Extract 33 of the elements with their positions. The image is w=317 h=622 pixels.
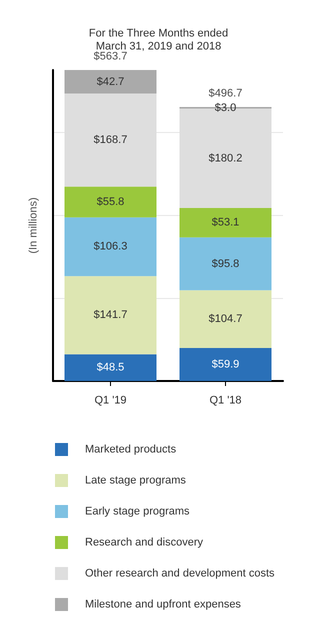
data-label: $95.8 [212,258,240,270]
legend-label: Other research and development costs [85,568,276,580]
data-label: $48.5 [96,362,124,374]
data-label: $104.7 [208,313,242,326]
legend-label: Research and discovery [85,536,204,548]
legend-label: Milestone and upfront expenses [85,598,242,610]
total-label: $496.7 [208,87,242,100]
data-label: $180.2 [208,152,242,164]
bar [64,276,156,354]
bar [64,217,156,276]
data-label: $106.3 [94,240,128,253]
bar [180,290,272,348]
legend-label: Marketed products [85,444,177,456]
data-label: $42.7 [96,76,124,88]
data-label: $59.9 [212,358,240,370]
data-label: $55.8 [96,196,124,208]
bar [64,354,156,381]
total-label: $563.7 [94,50,128,62]
bar [180,208,272,238]
data-label: $53.1 [212,216,240,229]
legend-label: Late stage programs [85,474,186,486]
data-label: $141.7 [94,309,128,322]
chart-title: For the Three Months ended March 31, 2019 and 2018 [88,28,228,52]
x-tick-label: Q1 '18 [209,394,242,406]
x-tick-label: Q1 '19 [94,394,127,406]
bar [180,237,272,290]
bar [64,70,156,94]
legend-label: Early stage programs [85,506,190,518]
data-label: $168.7 [94,134,128,146]
data-label: $3.0 [214,102,236,114]
y-axis-title: (In millions) [28,197,40,254]
bar [180,348,272,381]
bar [64,186,156,218]
